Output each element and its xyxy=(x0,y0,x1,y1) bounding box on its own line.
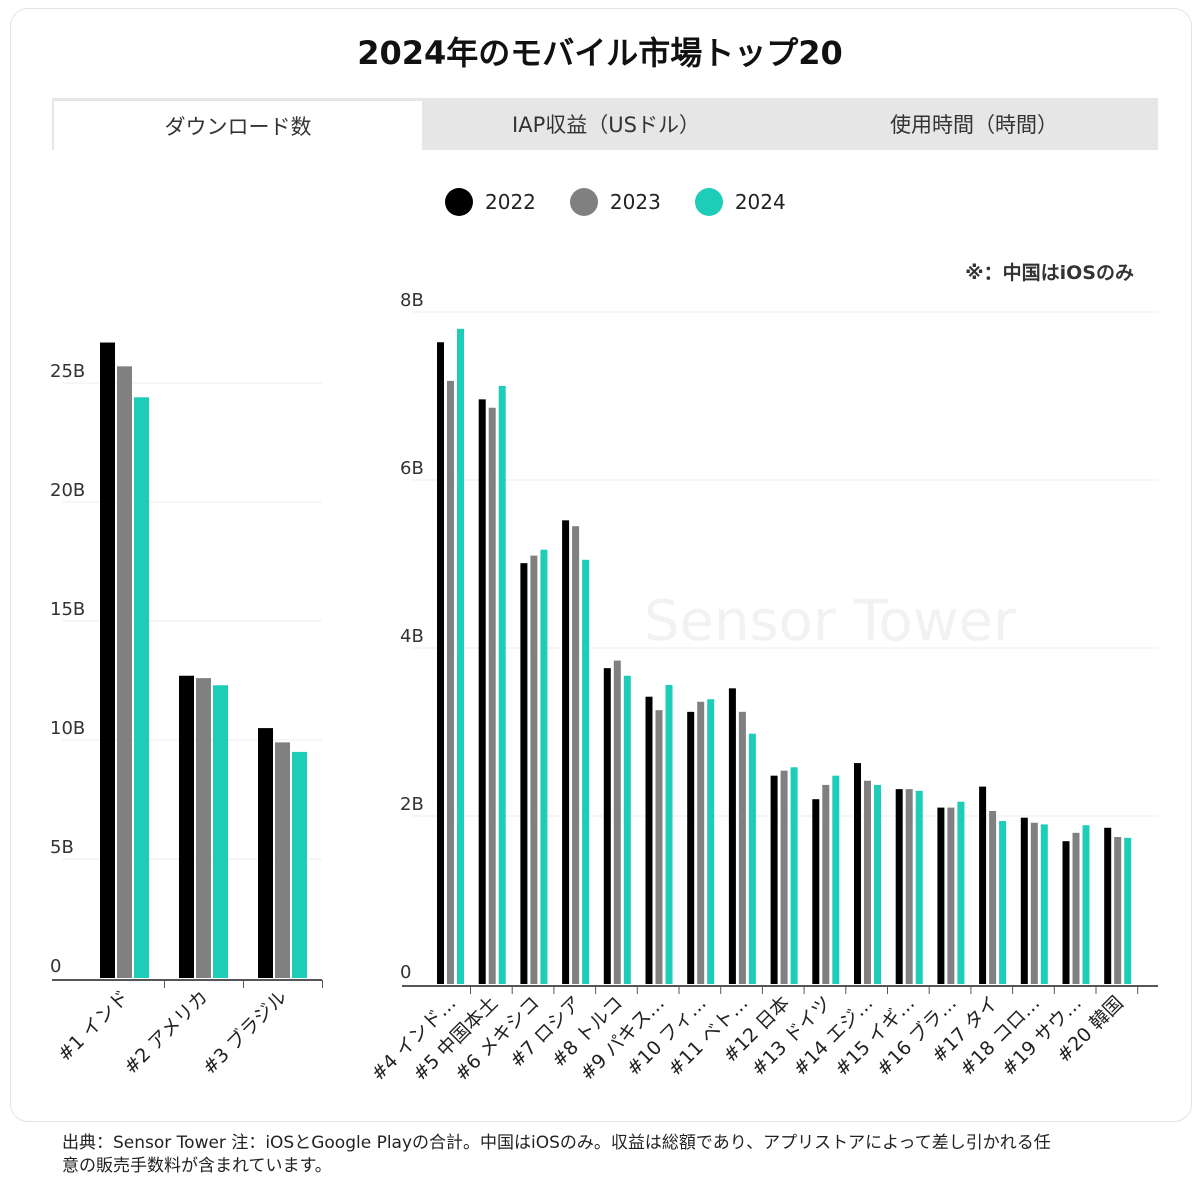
bar-2023[interactable] xyxy=(1030,822,1038,984)
bar-2024[interactable] xyxy=(665,684,673,984)
bar-2022[interactable] xyxy=(1062,841,1070,984)
bar-2022[interactable] xyxy=(179,675,194,978)
bar-2023[interactable] xyxy=(117,366,132,979)
bar-2024[interactable] xyxy=(134,397,149,978)
y-tick-label: 4B xyxy=(400,626,424,647)
bar-2024[interactable] xyxy=(540,549,548,984)
y-tick-label: 6B xyxy=(400,458,424,479)
y-tick-label: 25B xyxy=(50,361,85,382)
bar-2024[interactable] xyxy=(213,685,228,978)
bar-2023[interactable] xyxy=(572,526,580,984)
bar-2023[interactable] xyxy=(488,407,496,984)
bar-2024[interactable] xyxy=(498,385,506,984)
y-tick-label: 5B xyxy=(50,837,74,858)
bar-2024[interactable] xyxy=(582,559,590,984)
bar-2024[interactable] xyxy=(790,767,798,984)
y-tick-label: 20B xyxy=(50,480,85,501)
x-tick-label: #1 インド xyxy=(54,986,134,1066)
x-tick-label: #3 ブラジル xyxy=(198,985,292,1079)
legend: 2022 2023 2024 xyxy=(445,188,786,216)
y-tick-label: 2B xyxy=(400,794,424,815)
bar-2023[interactable] xyxy=(1114,837,1122,984)
legend-item-2023[interactable]: 2023 xyxy=(569,188,661,216)
legend-label: 2023 xyxy=(609,190,661,214)
bar-2024[interactable] xyxy=(1124,837,1132,984)
bar-2022[interactable] xyxy=(895,789,903,984)
bar-2022[interactable] xyxy=(478,399,486,984)
legend-item-2022[interactable]: 2022 xyxy=(445,188,536,216)
y-tick-label: 0 xyxy=(400,962,411,983)
bar-2022[interactable] xyxy=(1020,817,1028,984)
bar-2023[interactable] xyxy=(947,807,955,984)
bar-2023[interactable] xyxy=(530,555,538,984)
bar-2022[interactable] xyxy=(603,668,611,984)
legend-item-2024[interactable]: 2024 xyxy=(694,188,786,216)
watermark: Sensor Tower xyxy=(644,589,1017,654)
bar-2024[interactable] xyxy=(292,751,307,978)
tab-downloads[interactable]: ダウンロード数 xyxy=(52,98,422,150)
bar-2023[interactable] xyxy=(447,380,454,984)
bar-2023[interactable] xyxy=(905,789,913,984)
bar-2023[interactable] xyxy=(989,810,997,984)
bar-2024[interactable] xyxy=(915,790,923,984)
bar-2022[interactable] xyxy=(645,696,653,984)
bar-2023[interactable] xyxy=(822,784,830,984)
bar-2023[interactable] xyxy=(275,742,290,978)
bar-2022[interactable] xyxy=(258,728,273,978)
bar-2022[interactable] xyxy=(520,563,528,984)
bar-2023[interactable] xyxy=(780,770,788,984)
bar-2023[interactable] xyxy=(1072,832,1080,984)
tab-iap-revenue[interactable]: IAP収益（USドル） xyxy=(512,113,700,137)
china-note: ※：中国はiOSのみ xyxy=(965,262,1134,284)
bar-2022[interactable] xyxy=(770,775,778,984)
bar-2022[interactable] xyxy=(437,342,444,984)
chart-title: 2024年のモバイル市場トップ20 xyxy=(357,34,843,72)
legend-dot xyxy=(694,188,723,216)
bar-2022[interactable] xyxy=(562,520,570,984)
bar-2022[interactable] xyxy=(728,688,736,984)
bar-2024[interactable] xyxy=(1082,825,1090,984)
bar-2023[interactable] xyxy=(655,710,663,984)
tab-bar: ダウンロード数 IAP収益（USドル） 使用時間（時間） xyxy=(52,98,1158,150)
bar-2024[interactable] xyxy=(957,801,965,984)
bar-2022[interactable] xyxy=(687,711,695,984)
bar-2023[interactable] xyxy=(864,780,871,984)
bar-2024[interactable] xyxy=(457,328,464,984)
bar-2023[interactable] xyxy=(613,660,621,984)
tab-usage-time[interactable]: 使用時間（時間） xyxy=(890,113,1058,137)
bar-2022[interactable] xyxy=(100,342,115,978)
bar-2024[interactable] xyxy=(748,733,756,984)
legend-label: 2022 xyxy=(485,190,536,214)
bar-2024[interactable] xyxy=(623,675,631,984)
bar-2022[interactable] xyxy=(812,799,820,984)
legend-label: 2024 xyxy=(734,190,786,214)
bar-2024[interactable] xyxy=(999,821,1007,984)
y-tick-label: 15B xyxy=(50,599,85,620)
bar-2022[interactable] xyxy=(937,807,945,984)
legend-dot xyxy=(569,188,598,216)
bar-2022[interactable] xyxy=(854,763,861,984)
y-tick-label: 10B xyxy=(50,718,85,739)
y-tick-label: 8B xyxy=(400,290,424,311)
bar-2023[interactable] xyxy=(697,701,705,984)
bar-2024[interactable] xyxy=(874,784,881,984)
bar-2024[interactable] xyxy=(1040,824,1048,984)
legend-dot xyxy=(445,188,473,216)
bar-2023[interactable] xyxy=(196,678,211,978)
y-tick-label: 0 xyxy=(50,956,61,977)
bar-2022[interactable] xyxy=(979,786,987,984)
bar-2024[interactable] xyxy=(832,775,840,984)
bar-2024[interactable] xyxy=(707,699,715,984)
bar-2022[interactable] xyxy=(1104,827,1112,984)
bar-2023[interactable] xyxy=(738,711,746,984)
footer-source: 出典：Sensor Tower 注：iOSとGoogle Playの合計。中国は… xyxy=(62,1133,1051,1176)
